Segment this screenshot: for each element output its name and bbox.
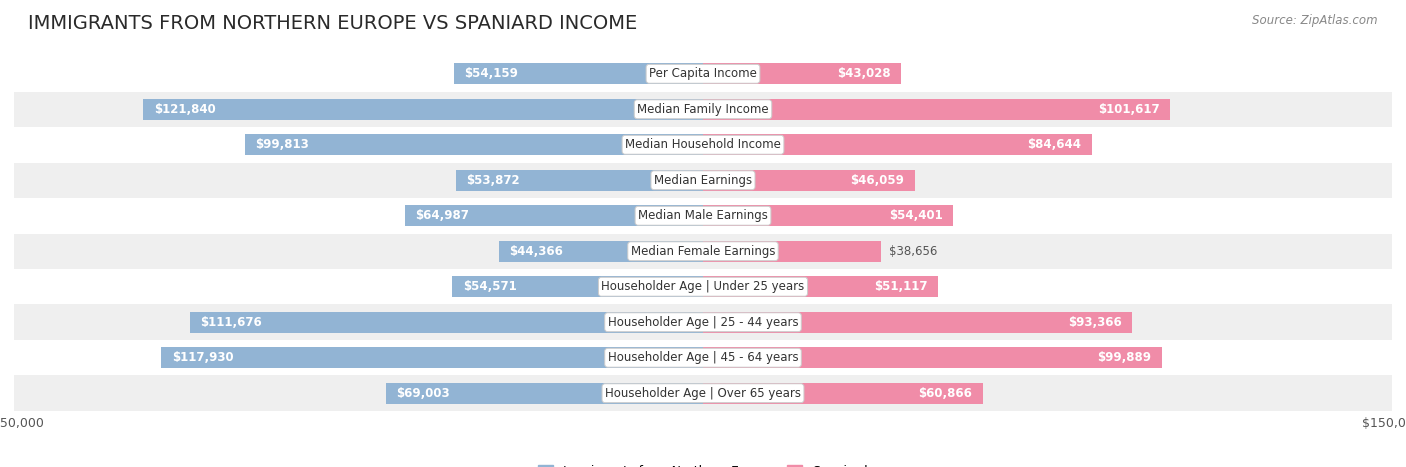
- Bar: [703, 382, 983, 404]
- Text: Median Family Income: Median Family Income: [637, 103, 769, 116]
- Text: Householder Age | 25 - 44 years: Householder Age | 25 - 44 years: [607, 316, 799, 329]
- Bar: [14, 234, 1392, 269]
- Text: $44,366: $44,366: [509, 245, 564, 258]
- Text: Householder Age | Under 25 years: Householder Age | Under 25 years: [602, 280, 804, 293]
- Bar: [703, 276, 938, 297]
- Bar: [703, 170, 914, 191]
- Bar: [453, 276, 703, 297]
- Bar: [456, 170, 703, 191]
- Text: Source: ZipAtlas.com: Source: ZipAtlas.com: [1253, 14, 1378, 27]
- Text: $117,930: $117,930: [172, 351, 233, 364]
- Bar: [14, 375, 1392, 411]
- Text: $54,401: $54,401: [889, 209, 942, 222]
- Bar: [14, 92, 1392, 127]
- Bar: [499, 241, 703, 262]
- Bar: [703, 205, 953, 226]
- Bar: [454, 63, 703, 85]
- Text: Per Capita Income: Per Capita Income: [650, 67, 756, 80]
- Bar: [703, 347, 1161, 368]
- Bar: [245, 134, 703, 156]
- Text: Median Male Earnings: Median Male Earnings: [638, 209, 768, 222]
- Bar: [143, 99, 703, 120]
- Text: $43,028: $43,028: [837, 67, 890, 80]
- Text: $64,987: $64,987: [415, 209, 468, 222]
- Text: $99,889: $99,889: [1098, 351, 1152, 364]
- Text: $46,059: $46,059: [851, 174, 904, 187]
- Bar: [405, 205, 703, 226]
- Text: $51,117: $51,117: [875, 280, 928, 293]
- Text: $60,866: $60,866: [918, 387, 972, 400]
- Text: Median Earnings: Median Earnings: [654, 174, 752, 187]
- Bar: [14, 269, 1392, 304]
- Bar: [703, 63, 901, 85]
- Text: $53,872: $53,872: [465, 174, 520, 187]
- Text: $99,813: $99,813: [254, 138, 309, 151]
- Text: $54,159: $54,159: [464, 67, 519, 80]
- Text: $84,644: $84,644: [1028, 138, 1081, 151]
- Bar: [14, 304, 1392, 340]
- Text: $111,676: $111,676: [201, 316, 262, 329]
- Bar: [14, 163, 1392, 198]
- Bar: [703, 311, 1132, 333]
- Text: $54,571: $54,571: [463, 280, 516, 293]
- Text: $101,617: $101,617: [1098, 103, 1160, 116]
- Bar: [162, 347, 703, 368]
- Text: Median Household Income: Median Household Income: [626, 138, 780, 151]
- Bar: [703, 241, 880, 262]
- Bar: [703, 134, 1092, 156]
- Text: IMMIGRANTS FROM NORTHERN EUROPE VS SPANIARD INCOME: IMMIGRANTS FROM NORTHERN EUROPE VS SPANI…: [28, 14, 637, 33]
- Text: $93,366: $93,366: [1067, 316, 1122, 329]
- Text: $38,656: $38,656: [889, 245, 938, 258]
- Text: Householder Age | 45 - 64 years: Householder Age | 45 - 64 years: [607, 351, 799, 364]
- Text: $121,840: $121,840: [153, 103, 215, 116]
- Bar: [14, 56, 1392, 92]
- Bar: [14, 198, 1392, 234]
- Bar: [703, 99, 1170, 120]
- Text: Median Female Earnings: Median Female Earnings: [631, 245, 775, 258]
- Bar: [14, 127, 1392, 163]
- Bar: [14, 340, 1392, 375]
- Bar: [190, 311, 703, 333]
- Legend: Immigrants from Northern Europe, Spaniard: Immigrants from Northern Europe, Spaniar…: [533, 460, 873, 467]
- Text: Householder Age | Over 65 years: Householder Age | Over 65 years: [605, 387, 801, 400]
- Text: $69,003: $69,003: [396, 387, 450, 400]
- Bar: [387, 382, 703, 404]
